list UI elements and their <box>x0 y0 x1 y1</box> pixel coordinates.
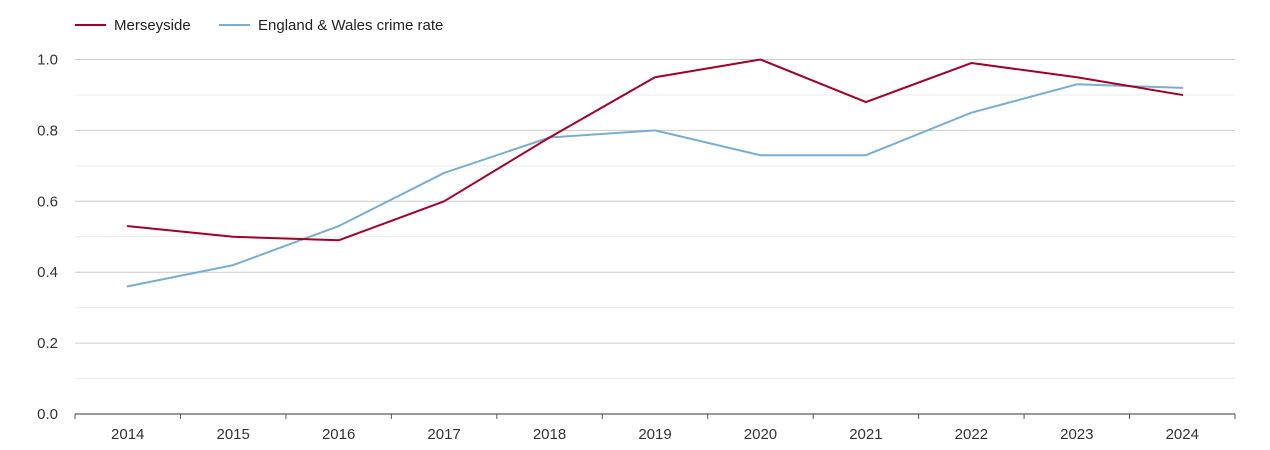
series-lines <box>124 56 1186 290</box>
data-point-merseyside[interactable] <box>1178 91 1186 99</box>
data-point-england-wales-crime-rate[interactable] <box>1178 84 1186 92</box>
x-tick-label: 2022 <box>955 426 988 443</box>
data-point-merseyside[interactable] <box>440 197 448 205</box>
series-line-merseyside[interactable] <box>126 58 1184 242</box>
x-tick-label: 2024 <box>1166 426 1199 443</box>
x-tick-label: 2018 <box>533 426 566 443</box>
y-tick-label: 1.0 <box>37 52 58 69</box>
x-tick-label: 2017 <box>427 426 460 443</box>
data-point-merseyside[interactable] <box>756 56 764 64</box>
x-tick-label: 2019 <box>638 426 671 443</box>
y-tick-label: 0.4 <box>37 264 58 281</box>
data-point-merseyside[interactable] <box>967 59 975 67</box>
data-point-merseyside[interactable] <box>335 236 343 244</box>
data-point-england-wales-crime-rate[interactable] <box>229 261 237 269</box>
x-tick-label: 2020 <box>744 426 777 443</box>
data-point-merseyside[interactable] <box>1073 73 1081 81</box>
y-tick-label: 0.6 <box>37 193 58 210</box>
data-point-england-wales-crime-rate[interactable] <box>124 282 132 290</box>
legend-item-merseyside[interactable]: Merseyside <box>75 17 191 34</box>
data-point-england-wales-crime-rate[interactable] <box>756 151 764 159</box>
y-axis: 0.0 0.2 0.4 0.6 0.8 1.0 <box>37 52 58 424</box>
series-line-england-wales-crime-rate[interactable] <box>126 83 1184 288</box>
x-tick-label: 2023 <box>1060 426 1093 443</box>
data-point-england-wales-crime-rate[interactable] <box>440 169 448 177</box>
data-point-merseyside[interactable] <box>124 222 132 230</box>
x-tick-label: 2016 <box>322 426 355 443</box>
data-point-england-wales-crime-rate[interactable] <box>967 109 975 117</box>
data-point-england-wales-crime-rate[interactable] <box>651 126 659 134</box>
data-point-england-wales-crime-rate[interactable] <box>335 222 343 230</box>
data-point-merseyside[interactable] <box>546 133 554 141</box>
legend-item-england-wales[interactable]: England & Wales crime rate <box>219 17 443 34</box>
x-axis: 2014 2015 2016 2017 2018 2019 2020 2021 2022 2023… <box>74 413 1236 443</box>
x-tick-label: 2014 <box>111 426 144 443</box>
y-tick-label: 0.2 <box>37 335 58 352</box>
x-tick-label: 2015 <box>216 426 249 443</box>
legend-label-england-wales: England & Wales crime rate <box>258 17 443 34</box>
y-tick-label: 0.0 <box>37 406 58 423</box>
data-point-england-wales-crime-rate[interactable] <box>862 151 870 159</box>
data-point-merseyside[interactable] <box>651 73 659 81</box>
x-tick-label: 2021 <box>849 426 882 443</box>
data-point-merseyside[interactable] <box>862 98 870 106</box>
data-point-merseyside[interactable] <box>229 233 237 241</box>
data-point-england-wales-crime-rate[interactable] <box>1073 80 1081 88</box>
legend-label-merseyside: Merseyside <box>114 17 191 34</box>
y-tick-label: 0.8 <box>37 122 58 139</box>
gridlines <box>75 59 1235 380</box>
legend: Merseyside England & Wales crime rate <box>75 17 443 34</box>
